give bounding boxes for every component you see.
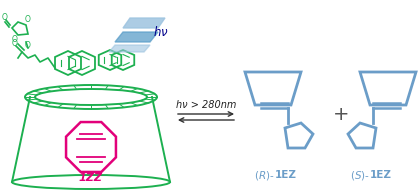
Text: $(R)$-: $(R)$- <box>254 169 275 181</box>
Text: O: O <box>12 36 18 45</box>
Polygon shape <box>109 45 150 52</box>
Text: O: O <box>25 15 31 23</box>
Text: 1EZ: 1EZ <box>275 170 297 180</box>
Text: 1ZZ: 1ZZ <box>79 173 103 183</box>
Text: O: O <box>2 13 8 22</box>
Text: +: + <box>333 105 349 124</box>
Text: $h\nu$: $h\nu$ <box>153 25 169 39</box>
Text: 1EZ: 1EZ <box>370 170 392 180</box>
Text: hν > 280nm: hν > 280nm <box>176 100 236 110</box>
Text: $(S)$-: $(S)$- <box>350 169 370 181</box>
Text: O: O <box>25 41 31 50</box>
Polygon shape <box>123 18 165 28</box>
Text: O: O <box>12 39 18 47</box>
Polygon shape <box>115 32 158 42</box>
